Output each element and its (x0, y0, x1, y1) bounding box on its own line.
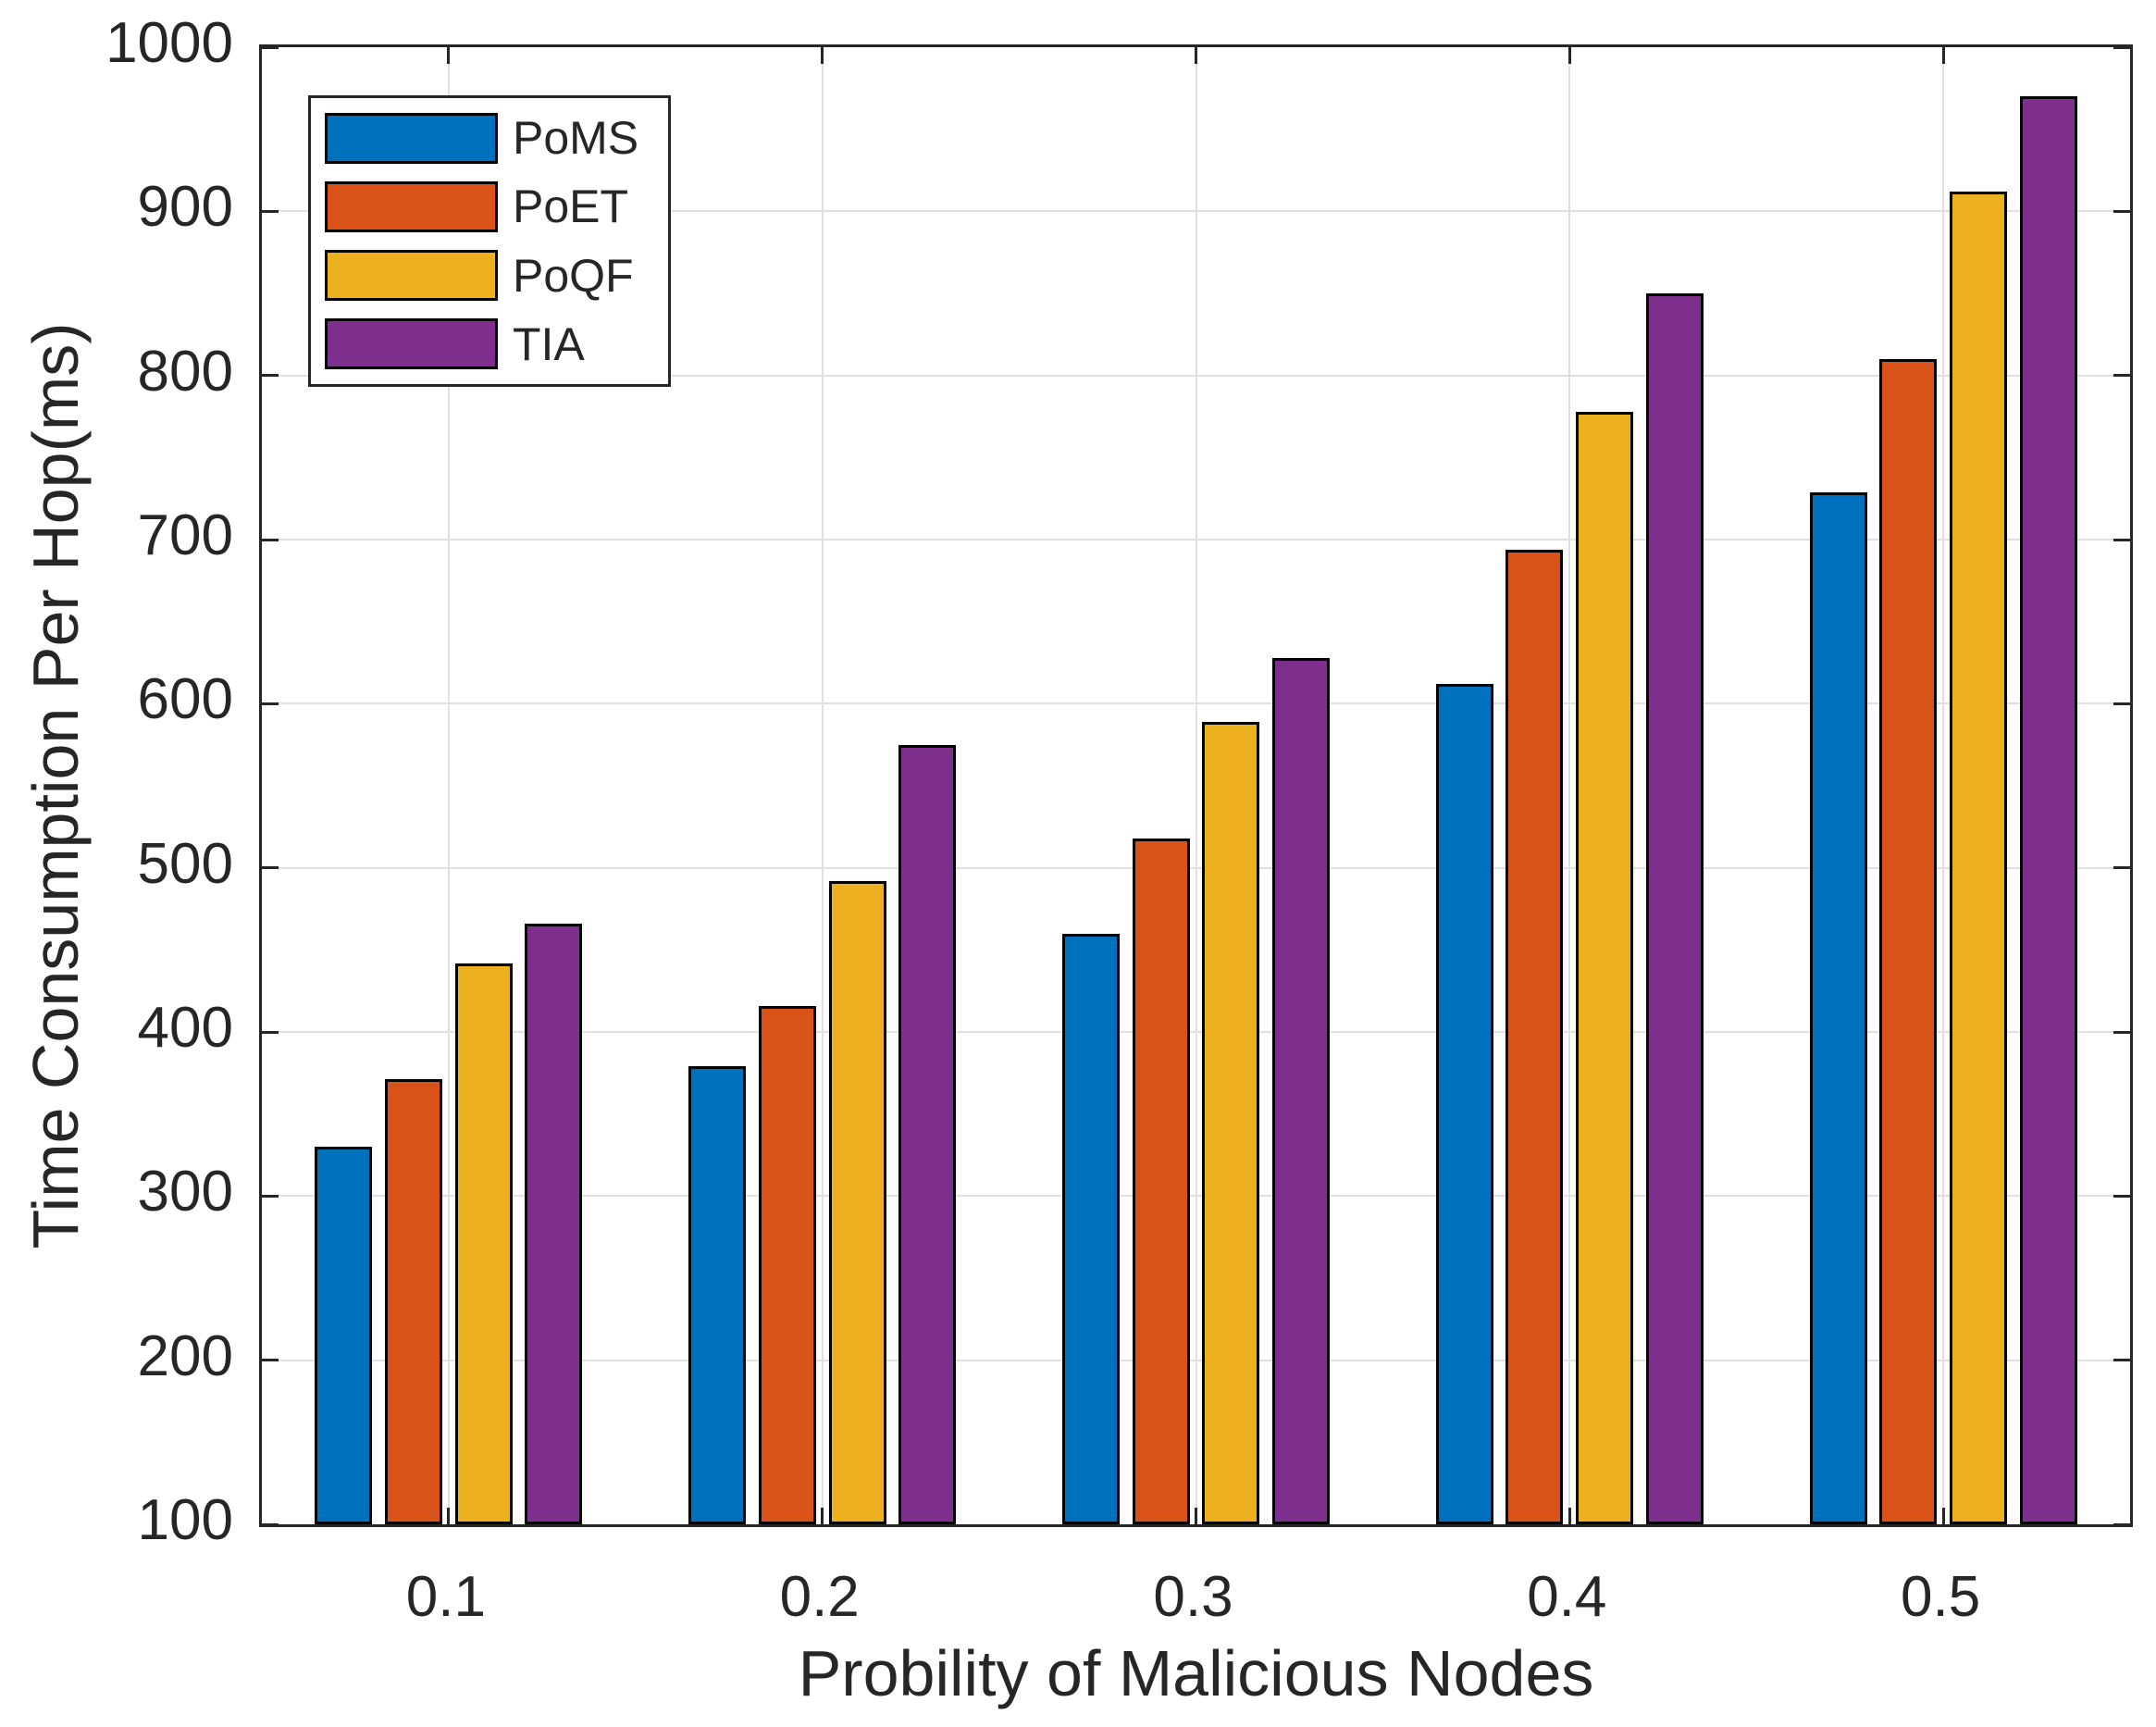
x-axis-tick-labels: 0.1 0.2 0.3 0.4 0.5 (259, 1527, 2133, 1629)
plot-area (259, 44, 2133, 1527)
vertical-gridline (1195, 47, 1197, 1524)
y-tick-mark-left (262, 702, 279, 705)
bar-poet-0.4 (1505, 549, 1564, 1524)
legend-label-poet: PoET (513, 180, 629, 233)
y-tick-mark-left (262, 538, 279, 541)
x-tick-mark-bottom (1941, 1508, 1945, 1524)
y-tick-mark-left (262, 374, 279, 378)
legend-label-tia: TIA (513, 317, 585, 370)
y-tick-mark-right (2113, 1522, 2130, 1526)
y-tick-mark-right (2113, 45, 2130, 49)
x-tick-mark-top (447, 47, 451, 64)
y-tick-label: 700 (137, 503, 233, 568)
bar-poet-0.1 (385, 1079, 443, 1524)
bar-tia-0.4 (1645, 293, 1704, 1524)
bar-tia-0.3 (1272, 657, 1331, 1524)
y-tick-mark-left (262, 45, 279, 49)
bar-poms-0.1 (315, 1147, 373, 1524)
vertical-gridline (447, 47, 450, 1524)
y-tick-mark-left (262, 1194, 279, 1198)
bar-poet-0.3 (1132, 838, 1190, 1524)
bar-poqf-0.4 (1576, 411, 1634, 1524)
bar-poms-0.3 (1061, 933, 1120, 1524)
x-tick-mark-bottom (1567, 1508, 1571, 1524)
y-tick-mark-left (262, 1359, 279, 1362)
x-tick-mark-top (1567, 47, 1571, 64)
bar-poqf-0.3 (1202, 721, 1260, 1524)
legend-label-poqf: PoQF (513, 249, 634, 302)
bar-poqf-0.5 (1949, 192, 2007, 1524)
y-axis-tick-labels: 100 200 300 400 500 600 700 800 900 1000 (0, 11, 233, 1552)
y-tick-mark-right (2113, 866, 2130, 870)
bar-tia-0.1 (525, 923, 583, 1524)
y-tick-label: 500 (137, 831, 233, 896)
bar-poqf-0.1 (454, 963, 513, 1524)
x-tick-mark-bottom (821, 1508, 824, 1524)
y-tick-mark-right (2113, 374, 2130, 378)
legend-label-poms: PoMS (513, 112, 639, 165)
bar-poms-0.4 (1435, 684, 1493, 1524)
bar-tia-0.5 (2019, 96, 2077, 1524)
y-tick-mark-right (2113, 209, 2130, 213)
x-tick-mark-top (821, 47, 824, 64)
y-tick-mark-left (262, 866, 279, 870)
y-tick-label: 1000 (105, 11, 233, 76)
y-tick-label: 400 (137, 996, 233, 1061)
y-tick-mark-right (2113, 1194, 2130, 1198)
bar-tia-0.2 (898, 744, 957, 1524)
y-tick-mark-left (262, 1030, 279, 1034)
x-tick-mark-top (1195, 47, 1197, 64)
y-tick-mark-right (2113, 702, 2130, 705)
legend-swatch-poet (325, 180, 498, 232)
y-tick-label: 200 (137, 1323, 233, 1388)
legend-swatch-poqf (325, 250, 498, 302)
y-tick-mark-left (262, 1522, 279, 1526)
vertical-gridline (1568, 47, 1571, 1524)
legend-swatch-poms (325, 112, 498, 164)
bar-poms-0.5 (1809, 491, 1867, 1524)
bar-poet-0.2 (758, 1005, 816, 1524)
y-tick-label: 900 (137, 175, 233, 240)
legend-row: TIA (311, 317, 668, 371)
legend-row: PoMS (311, 111, 668, 165)
x-tick-label: 0.4 (1527, 1565, 1607, 1629)
x-tick-label: 0.1 (405, 1565, 486, 1629)
y-tick-label: 300 (137, 1160, 233, 1224)
x-axis-label: Probility of Malicious Nodes (798, 1637, 1594, 1709)
bar-poms-0.2 (688, 1066, 747, 1524)
vertical-gridline (1942, 47, 1945, 1524)
bar-poqf-0.2 (828, 880, 886, 1524)
y-tick-mark-right (2113, 1359, 2130, 1362)
legend-swatch-tia (325, 318, 498, 370)
y-tick-label: 100 (137, 1488, 233, 1553)
legend-row: PoQF (311, 249, 668, 303)
y-axis-label: Time Consumption Per Hop(ms) (19, 322, 92, 1249)
y-tick-label: 800 (137, 339, 233, 404)
legend-row: PoET (311, 180, 668, 233)
y-tick-mark-right (2113, 1030, 2130, 1034)
vertical-gridline (821, 47, 824, 1524)
y-tick-label: 600 (137, 667, 233, 732)
x-tick-label: 0.3 (1153, 1565, 1233, 1629)
x-tick-mark-top (1941, 47, 1945, 64)
x-tick-mark-bottom (1195, 1508, 1197, 1524)
x-tick-label: 0.5 (1900, 1565, 1981, 1629)
legend: PoMS PoET PoQF TIA (308, 95, 671, 387)
y-tick-mark-right (2113, 538, 2130, 541)
x-tick-label: 0.2 (779, 1565, 860, 1629)
bar-poet-0.5 (1879, 358, 1938, 1524)
y-tick-mark-left (262, 209, 279, 213)
x-tick-mark-bottom (447, 1508, 451, 1524)
